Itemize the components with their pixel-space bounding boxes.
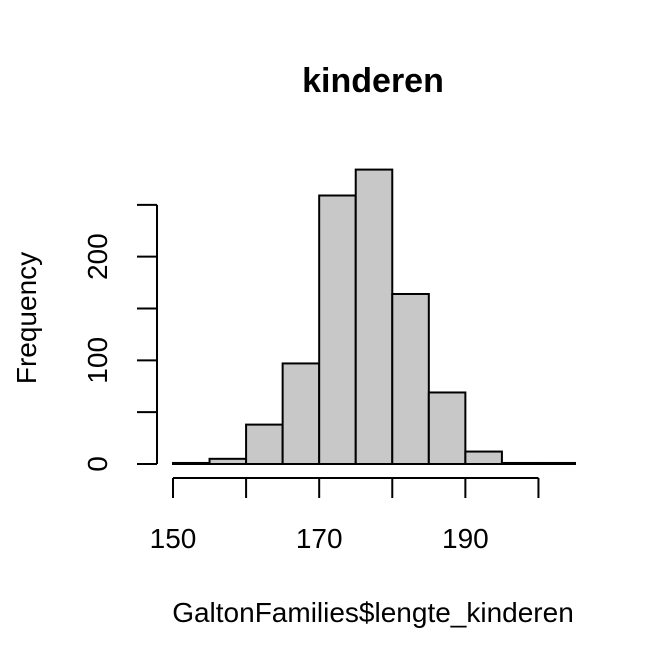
histogram-bar-185-190 bbox=[427, 391, 467, 465]
chart-title: kinderen bbox=[302, 62, 444, 100]
histogram-bar-200-205 bbox=[537, 461, 576, 466]
histogram-bar-180-185 bbox=[391, 292, 430, 465]
histogram-bar-150-155 bbox=[172, 461, 211, 466]
histogram-bar-160-165 bbox=[245, 423, 284, 465]
x-axis-label: GaltonFamilies$lengte_kinderen bbox=[172, 597, 574, 628]
histogram-bar-175-180 bbox=[354, 168, 394, 465]
histogram-bar-190-195 bbox=[464, 450, 503, 465]
histogram-bar-195-200 bbox=[500, 461, 540, 466]
x-axis: 150 170 190 bbox=[150, 477, 540, 554]
y-axis-label: Frequency bbox=[11, 252, 42, 384]
y-tick-label-100: 100 bbox=[82, 337, 113, 384]
bars-group bbox=[172, 168, 576, 466]
y-tick-label-200: 200 bbox=[82, 233, 113, 280]
histogram-bar-170-175 bbox=[318, 194, 357, 465]
x-tick-label-190: 190 bbox=[442, 523, 489, 554]
x-tick-label-170: 170 bbox=[296, 523, 343, 554]
histogram-bar-155-160 bbox=[208, 457, 248, 466]
y-tick-label-0: 0 bbox=[82, 456, 113, 472]
histogram-bar-165-170 bbox=[281, 362, 321, 465]
x-tick-label-150: 150 bbox=[150, 523, 197, 554]
y-axis: 0 100 200 bbox=[82, 203, 158, 472]
